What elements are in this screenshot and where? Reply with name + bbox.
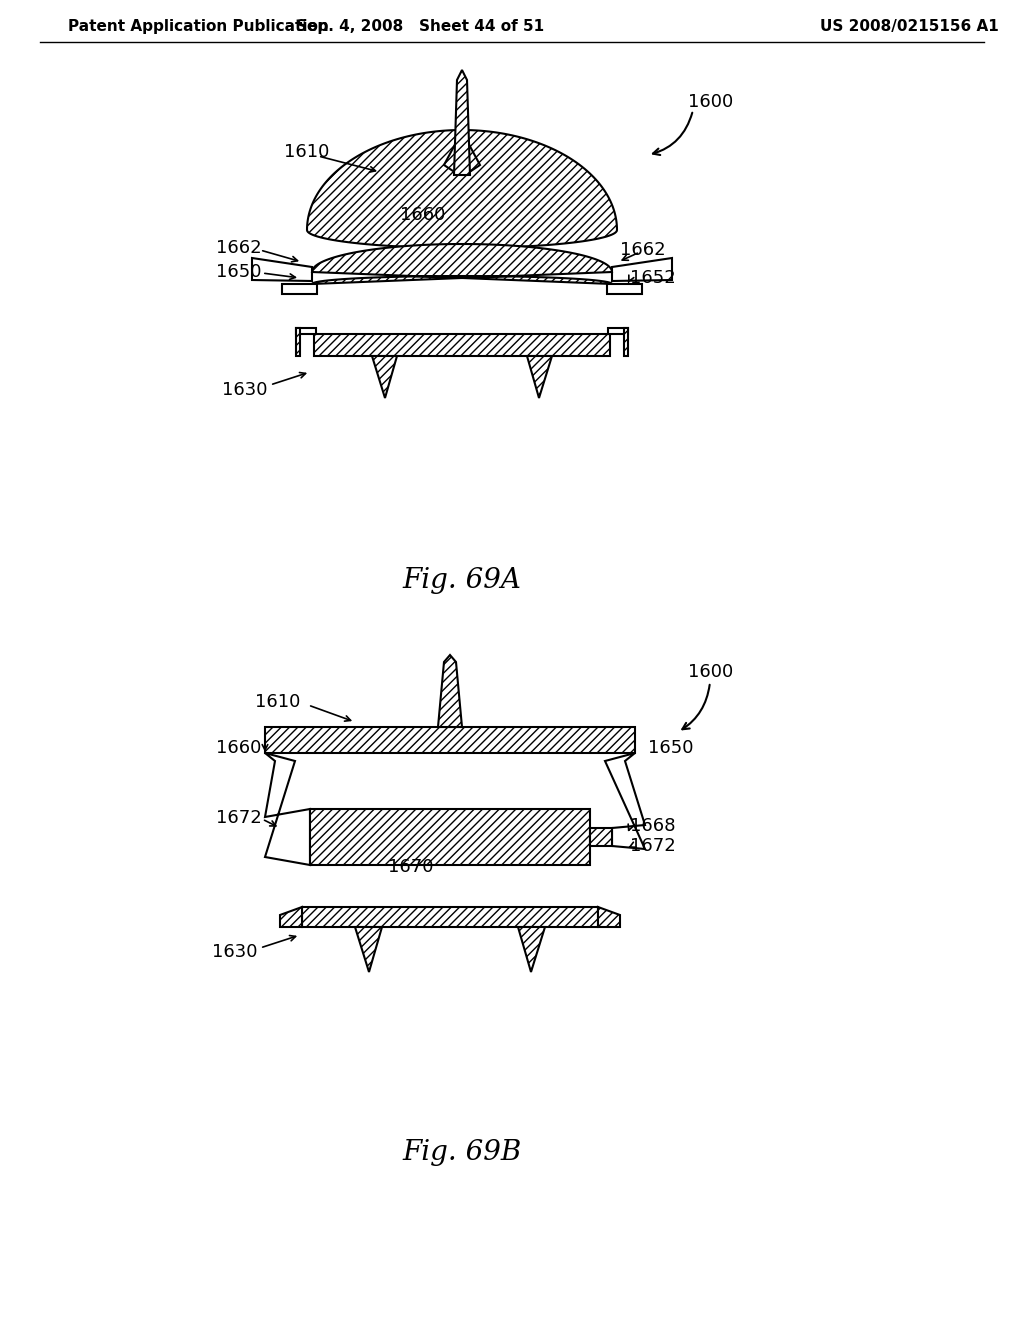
Text: Sep. 4, 2008   Sheet 44 of 51: Sep. 4, 2008 Sheet 44 of 51: [296, 20, 544, 34]
Text: Fig. 69B: Fig. 69B: [402, 1138, 521, 1166]
Text: 1652: 1652: [630, 269, 676, 286]
Text: 1610: 1610: [284, 143, 330, 161]
Text: 1668: 1668: [630, 817, 676, 836]
Text: 1650: 1650: [216, 263, 261, 281]
FancyArrowPatch shape: [653, 112, 692, 154]
Polygon shape: [314, 334, 610, 356]
Polygon shape: [598, 907, 620, 927]
Polygon shape: [605, 752, 645, 849]
Text: 1610: 1610: [255, 693, 300, 711]
Text: 1660: 1660: [216, 739, 261, 756]
Polygon shape: [465, 137, 480, 176]
Polygon shape: [438, 655, 462, 727]
Polygon shape: [282, 284, 317, 294]
Polygon shape: [252, 257, 312, 281]
Text: 1670: 1670: [388, 858, 433, 876]
Polygon shape: [372, 356, 397, 399]
Polygon shape: [307, 129, 617, 248]
Polygon shape: [265, 752, 310, 865]
Text: 1600: 1600: [688, 663, 733, 681]
Text: 1662: 1662: [216, 239, 261, 257]
FancyArrowPatch shape: [682, 685, 710, 729]
Text: 1672: 1672: [630, 837, 676, 855]
Text: US 2008/0215156 A1: US 2008/0215156 A1: [820, 20, 998, 34]
Polygon shape: [280, 907, 302, 927]
Polygon shape: [302, 907, 598, 927]
Text: 1600: 1600: [688, 92, 733, 111]
Polygon shape: [612, 257, 672, 281]
Polygon shape: [518, 927, 545, 972]
Text: Patent Application Publication: Patent Application Publication: [68, 20, 329, 34]
Polygon shape: [310, 809, 590, 865]
Polygon shape: [590, 828, 612, 846]
Text: Fig. 69A: Fig. 69A: [402, 566, 521, 594]
Polygon shape: [296, 327, 300, 356]
Text: 1630: 1630: [222, 381, 268, 399]
Text: 1630: 1630: [213, 942, 258, 961]
Polygon shape: [608, 327, 628, 334]
Polygon shape: [312, 244, 612, 284]
Text: 1650: 1650: [648, 739, 693, 756]
Text: 1660: 1660: [400, 206, 445, 224]
Polygon shape: [527, 356, 552, 399]
Polygon shape: [265, 727, 635, 752]
Polygon shape: [624, 327, 628, 356]
Text: 1662: 1662: [620, 242, 666, 259]
Text: 1672: 1672: [216, 809, 262, 828]
Polygon shape: [355, 927, 382, 972]
Polygon shape: [444, 137, 459, 176]
Polygon shape: [454, 70, 470, 176]
Polygon shape: [296, 327, 316, 334]
Polygon shape: [607, 284, 642, 294]
